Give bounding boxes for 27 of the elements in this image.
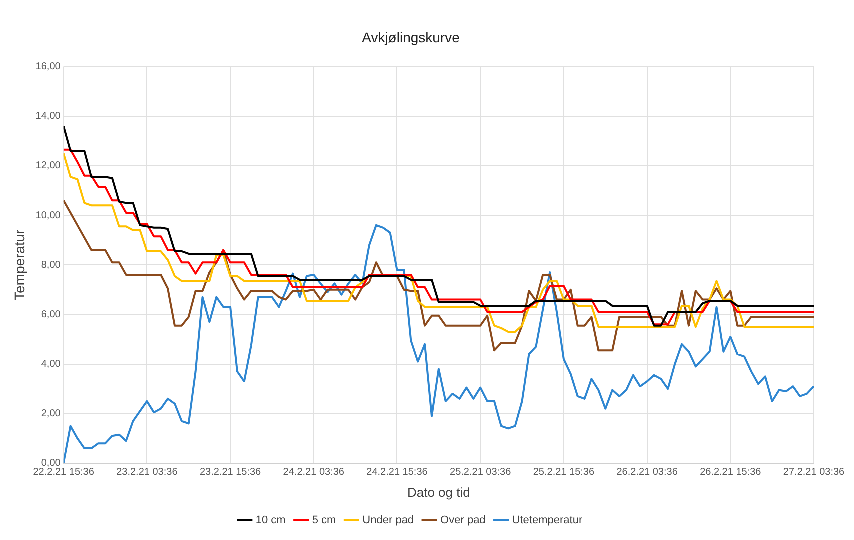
x-tick-label: 22.2.21 15:36: [33, 467, 95, 478]
chart-title: Avkjølingskurve: [362, 29, 460, 46]
x-tick-label: 25.2.21 03:36: [450, 467, 512, 478]
y-axis-title: Temperatur: [11, 229, 28, 301]
y-tick-label: 2,00: [41, 408, 62, 420]
y-tick-label: 14,00: [36, 111, 62, 122]
y-tick-label: 4,00: [41, 359, 62, 370]
y-tick-label: 10,00: [36, 210, 62, 222]
y-tick-label: 8,00: [41, 260, 62, 271]
y-tick-label: 6,00: [41, 309, 62, 320]
y-tick-label: 16,00: [36, 62, 62, 73]
x-tick-label: 27.2.21 03:36: [783, 467, 846, 478]
legend-label: 10 cm: [256, 514, 286, 527]
x-tick-label: 26.2.21 15:36: [700, 467, 762, 478]
x-axis-title: Dato og tid: [407, 484, 470, 500]
x-tick-label: 24.2.21 15:36: [366, 467, 428, 478]
x-tick-label: 24.2.21 03:36: [283, 467, 345, 478]
y-tick-label: 0,00: [41, 458, 62, 470]
legend-label: 5 cm: [312, 514, 336, 527]
legend-label: Utetemperatur: [512, 514, 583, 527]
x-tick-label: 26.2.21 03:36: [616, 467, 678, 478]
legend-label: Under pad: [362, 514, 414, 527]
x-tick-label: 25.2.21 15:36: [533, 467, 595, 478]
x-tick-label: 23.2.21 03:36: [116, 467, 178, 478]
y-tick-label: 12,00: [36, 160, 62, 172]
x-tick-label: 23.2.21 15:36: [200, 467, 262, 478]
legend-label: Over pad: [440, 514, 486, 527]
